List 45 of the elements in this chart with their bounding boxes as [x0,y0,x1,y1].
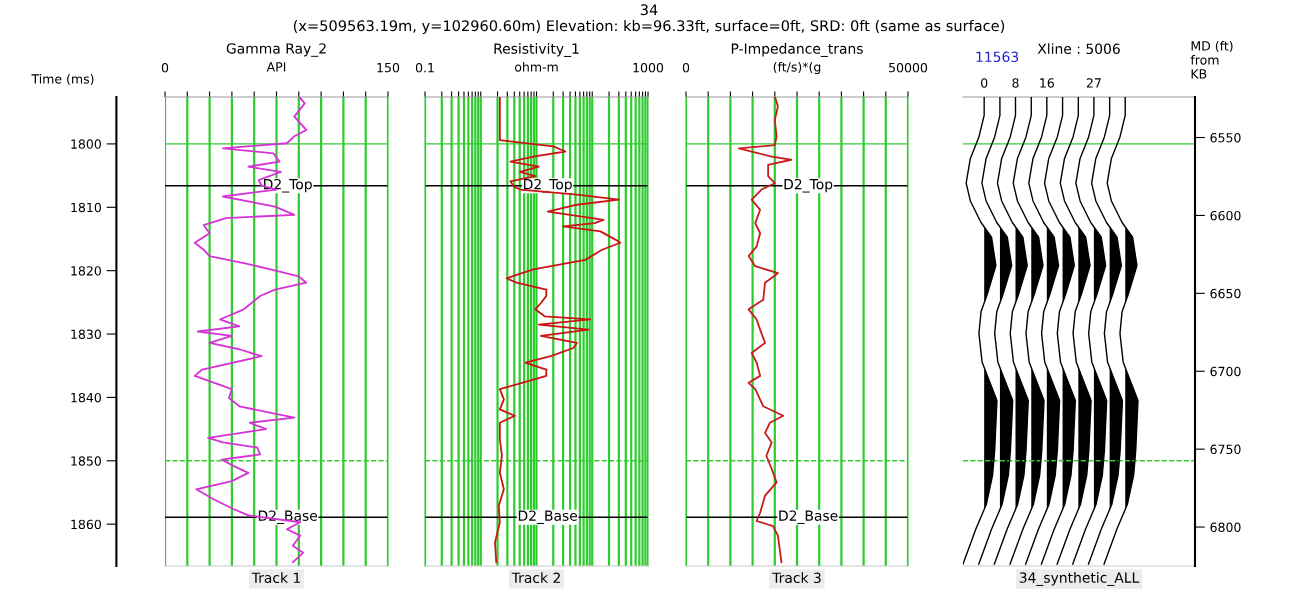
x-axis-title: API [266,62,286,72]
ref-line-label: D2_Top [784,178,833,193]
text: (x=509563.19m, y=102960.60m) Elevation: kb=96.33ft, surface=0ft, SRD: 0ft (same as surface) [293,19,1005,35]
y-tick-label: 1830 [71,329,101,339]
chart-title: Gamma Ray_2 [226,43,326,57]
ref-line-label: D2_Top [524,178,572,193]
y2-axis-title: MD (ft) from KB [1190,40,1233,79]
x-axis-title: (ft/s)*(g [773,61,821,75]
text: Track 3 [772,572,821,584]
x-tick-label: 50000 [889,62,928,73]
y2-tick-label: 6750 [1210,444,1241,455]
text: 11563 [976,51,1019,63]
text: Track 2 [511,572,560,584]
chart-title: Xline : 5006 [1037,43,1120,55]
chart-title: Resistivity_1 [494,43,579,57]
y-axis-title: Time (ms) [31,73,94,86]
ref-line-label: D2_Top [264,178,312,193]
text: 34_synthetic_ALL [1019,572,1140,586]
series-label: 16 [1040,78,1054,88]
y-tick-label: 1810 [71,202,101,213]
y2-tick-label: 6800 [1210,522,1241,532]
text: 34 [640,4,658,16]
y-tick-label: 1840 [71,392,101,403]
y2-tick-label: 6650 [1210,288,1241,299]
y2-tick-label: 6600 [1210,210,1241,221]
ref-line-label: D2_Base [779,510,838,524]
x-tick-label: 1000 [633,62,664,73]
x-tick-label: 0 [161,62,169,73]
series-label: 0 [981,78,988,88]
x-tick-label: 0 [682,62,690,73]
series-label: 8 [1012,78,1019,88]
y-tick-label: 1850 [71,456,101,466]
x-tick-label: 150 [377,62,400,73]
x-tick-label: 0.1 [415,62,434,73]
y-tick-label: 1820 [71,266,101,276]
y2-tick-label: 6550 [1210,132,1241,143]
ref-line-label: D2_Base [518,510,578,524]
y-tick-label: 1800 [71,139,101,149]
y-tick-label: 1860 [71,519,101,530]
ref-line-label: D2_Base [258,510,318,524]
text: Track 1 [251,572,301,584]
series-label: 27 [1086,78,1101,88]
chart-title: P-Impedance_trans [731,43,863,57]
y2-tick-label: 6700 [1210,366,1241,377]
x-axis-title: ohm-m [514,61,558,72]
